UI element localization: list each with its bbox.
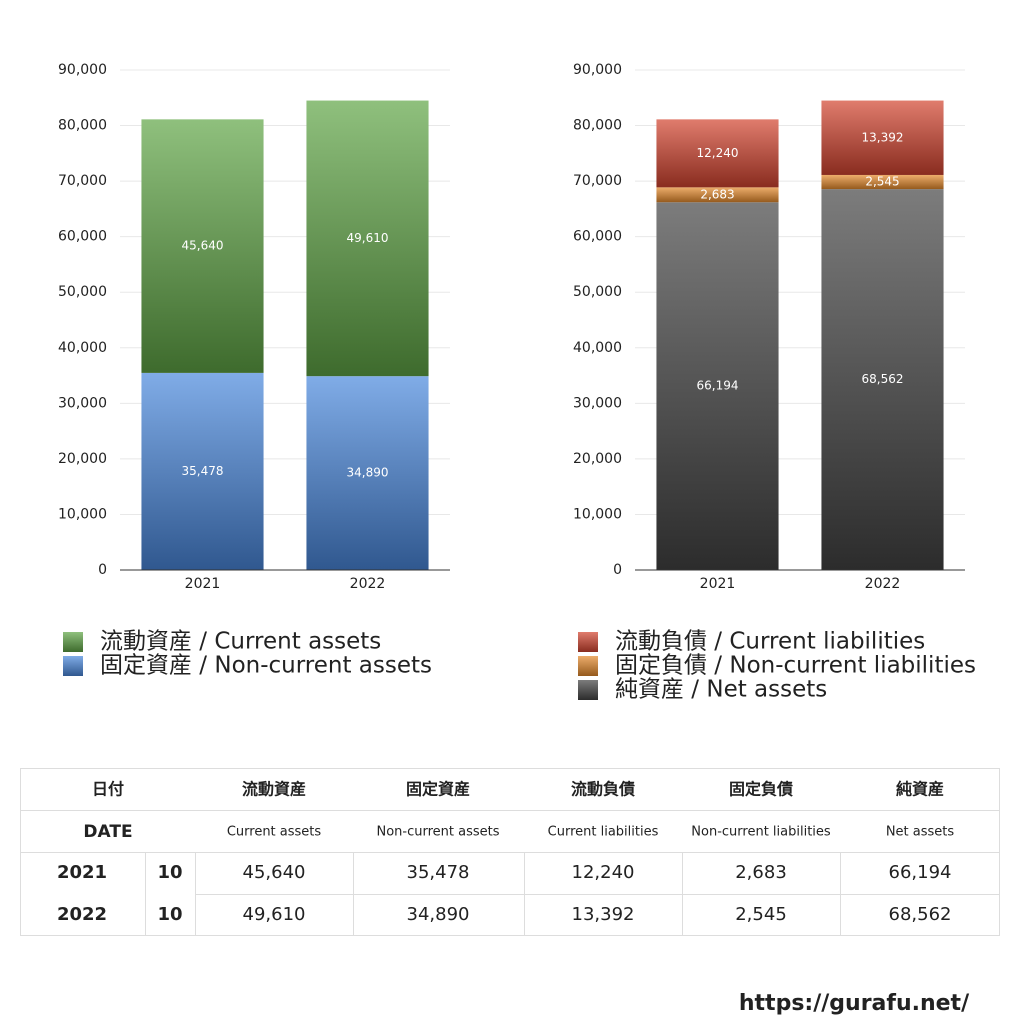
y-tick-label: 60,000 (58, 229, 107, 245)
table-cell: 2021 (57, 862, 107, 883)
x-tick-label: 2021 (700, 576, 736, 592)
y-tick-label: 80,000 (58, 118, 107, 134)
value-label: 66,194 (697, 379, 739, 393)
legend-swatch (63, 632, 83, 652)
value-label: 45,640 (182, 239, 224, 253)
bar-segment (656, 119, 779, 188)
y-tick-label: 40,000 (573, 340, 622, 356)
legend-swatch (578, 656, 598, 676)
bar-segment (656, 202, 779, 570)
table-header: Net assets (886, 825, 955, 840)
legend-swatch (578, 680, 598, 700)
table-header: Non-current liabilities (691, 825, 831, 840)
table-cell: 2,683 (735, 862, 787, 883)
y-tick-label: 10,000 (573, 506, 622, 522)
bar-segment (306, 100, 429, 377)
value-label: 2,683 (700, 187, 734, 201)
y-tick-label: 30,000 (58, 395, 107, 411)
legend-label: 流動負債 / Current liabilities (615, 629, 925, 655)
table-cell: 45,640 (243, 862, 306, 883)
y-tick-label: 40,000 (58, 340, 107, 356)
bar-segment (656, 187, 779, 203)
bar-segment (141, 119, 264, 373)
table-header: 日付 (92, 780, 124, 799)
x-tick-label: 2022 (865, 576, 901, 592)
table-cell: 68,562 (889, 904, 952, 925)
bar-segment (821, 174, 944, 190)
y-tick-label: 70,000 (58, 173, 107, 189)
table-header: 固定負債 (729, 780, 793, 799)
bar-segment (821, 189, 944, 570)
bar-segment (306, 376, 429, 570)
y-tick-label: 90,000 (573, 62, 622, 78)
table-cell: 35,478 (407, 862, 470, 883)
data-table (20, 768, 1000, 936)
table-header: 流動資産 (242, 780, 306, 799)
table-cell: 12,240 (572, 862, 635, 883)
table-header: 純資産 (896, 780, 944, 799)
y-tick-label: 0 (613, 562, 622, 578)
x-tick-label: 2022 (350, 576, 386, 592)
table-cell: 10 (157, 862, 182, 883)
legend-swatch (63, 656, 83, 676)
table-cell: 2,545 (735, 904, 787, 925)
value-label: 2,545 (865, 175, 899, 189)
legend-label: 固定資産 / Non-current assets (100, 653, 432, 679)
y-tick-label: 80,000 (573, 118, 622, 134)
y-tick-label: 20,000 (573, 451, 622, 467)
legend-label: 純資産 / Net assets (615, 677, 827, 703)
table-header: Current assets (227, 825, 322, 840)
value-label: 49,610 (347, 231, 389, 245)
legend-label: 固定負債 / Non-current liabilities (615, 653, 976, 679)
y-tick-label: 90,000 (58, 62, 107, 78)
table-cell: 49,610 (243, 904, 306, 925)
value-label: 13,392 (862, 130, 904, 144)
value-label: 68,562 (862, 372, 904, 386)
table-header: Non-current assets (376, 825, 499, 840)
table-header: Current liabilities (548, 825, 659, 840)
y-tick-label: 0 (98, 562, 107, 578)
y-tick-label: 50,000 (58, 284, 107, 300)
value-label: 12,240 (697, 146, 739, 160)
y-tick-label: 70,000 (573, 173, 622, 189)
bar-segment (141, 372, 264, 570)
bar-segment (821, 100, 944, 175)
value-label: 35,478 (182, 464, 224, 478)
y-tick-label: 10,000 (58, 506, 107, 522)
table-cell: 10 (157, 904, 182, 925)
table-header: 流動負債 (571, 780, 635, 799)
legend-swatch (578, 632, 598, 652)
table-cell: 2022 (57, 904, 107, 925)
footer-url: https://gurafu.net/ (739, 991, 970, 1016)
table-header: 固定資産 (406, 780, 470, 799)
value-label: 34,890 (347, 466, 389, 480)
y-tick-label: 50,000 (573, 284, 622, 300)
table-cell: 34,890 (407, 904, 470, 925)
legend-label: 流動資産 / Current assets (100, 629, 381, 655)
y-tick-label: 20,000 (58, 451, 107, 467)
table-cell: 66,194 (889, 862, 952, 883)
table-header: DATE (83, 822, 132, 842)
y-tick-label: 60,000 (573, 229, 622, 245)
x-tick-label: 2021 (185, 576, 221, 592)
y-tick-label: 30,000 (573, 395, 622, 411)
table-cell: 13,392 (572, 904, 635, 925)
